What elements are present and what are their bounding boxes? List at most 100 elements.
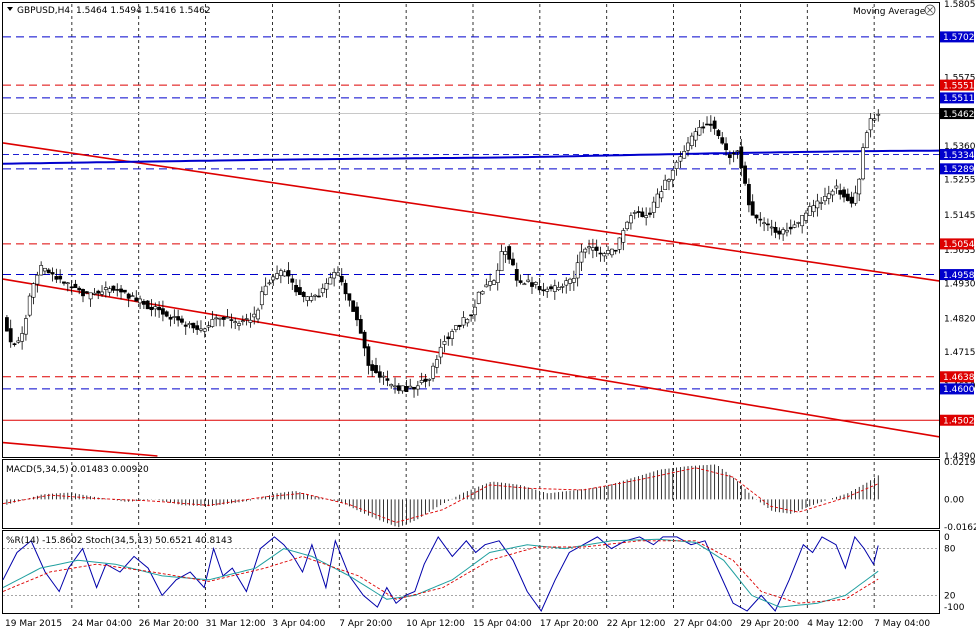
candle-body: [579, 251, 584, 263]
candle-body: [632, 212, 637, 214]
candle-body: [8, 328, 13, 343]
candle-body: [762, 222, 767, 225]
candle-body: [750, 201, 755, 216]
candle-body: [450, 331, 454, 339]
dropdown-triangle-icon[interactable]: [7, 7, 13, 11]
candle-body: [587, 246, 591, 249]
level-tag: [940, 269, 974, 281]
candle-body: [511, 258, 515, 266]
candle-body: [800, 215, 805, 227]
candle-body: [788, 226, 793, 230]
candle-body: [157, 307, 162, 311]
candle-body: [845, 193, 850, 201]
candle-body: [263, 285, 268, 295]
x-tick-label: 19 Mar 2015: [5, 619, 62, 629]
candle-body: [259, 291, 264, 306]
candle-body: [107, 288, 112, 293]
y-tick-label: 1.4820: [944, 315, 976, 325]
candle-body: [195, 325, 200, 330]
candle-body: [244, 318, 249, 320]
x-tick-label: 29 Apr 20:00: [740, 619, 799, 629]
close-x-icon: [927, 7, 933, 13]
candle-body: [648, 212, 652, 215]
candle-body: [807, 206, 812, 216]
level-tag-label: 1.5289: [943, 165, 975, 175]
candle-body: [777, 230, 782, 235]
candle-body: [526, 279, 531, 282]
y-tick-label: 1.5145: [944, 211, 976, 221]
candle-body: [781, 229, 786, 235]
level-tag: [940, 108, 974, 120]
level-tag-label: 1.4502: [943, 417, 975, 427]
candle-body: [617, 237, 622, 250]
candle-body: [50, 272, 55, 275]
candle-body: [240, 320, 245, 323]
candle-body: [256, 309, 260, 320]
candle-body: [678, 156, 683, 162]
candle-body: [278, 270, 283, 276]
candle-body: [214, 317, 219, 320]
candle-body: [495, 269, 500, 283]
candle-body: [446, 336, 451, 340]
candle-body: [560, 286, 565, 288]
candle-body: [419, 380, 424, 383]
candle-body: [54, 276, 59, 280]
moving-average-line: [2, 149, 940, 165]
candle-body: [138, 298, 142, 304]
candles: [5, 109, 881, 398]
moving-average: [2, 149, 940, 165]
candle-body: [81, 289, 85, 297]
candle-body: [819, 202, 824, 204]
candle-body: [20, 333, 25, 342]
candle-body: [282, 271, 287, 277]
candle-body: [297, 287, 302, 295]
candle-body: [453, 325, 458, 330]
oscillator-lines: [2, 535, 939, 612]
candle-body: [575, 262, 580, 279]
candle-body: [24, 318, 28, 335]
candle-body: [161, 308, 165, 315]
candle-body: [5, 317, 9, 332]
candle-body: [590, 247, 595, 251]
candle-body: [499, 251, 504, 272]
candle-body: [408, 385, 413, 389]
oscillator-title: %R(14) -15.8602 Stoch(34,5,13) 50.6521 4…: [6, 536, 232, 546]
candle-body: [492, 280, 496, 285]
y-tick-label: 1.5805: [944, 0, 976, 10]
candle-body: [746, 184, 751, 206]
candle-body: [659, 191, 664, 199]
macd-pane-frame: [2, 459, 940, 529]
candle-body: [111, 285, 116, 291]
x-tick-label: 22 Apr 12:00: [607, 619, 666, 629]
candle-body: [46, 269, 51, 274]
candle-body: [670, 169, 675, 180]
candle-body: [130, 295, 135, 298]
candle-body: [701, 126, 706, 129]
macd-y-label: 0.0219: [944, 458, 976, 468]
candle-body: [644, 215, 649, 218]
candle-body: [62, 281, 66, 284]
candle-body: [187, 323, 192, 326]
candle-body: [412, 386, 416, 390]
candle-body: [39, 265, 44, 276]
y-tick-label: 1.4930: [944, 280, 976, 290]
candle-body: [438, 346, 443, 358]
candle-body: [503, 251, 508, 255]
main-pane-frame: [2, 2, 940, 458]
candle-body: [229, 319, 234, 321]
candle-body: [815, 200, 820, 209]
candle-body: [655, 193, 660, 208]
x-tick-label: 10 Apr 12:00: [406, 619, 465, 629]
candle-body: [442, 341, 447, 345]
candle-body: [518, 280, 523, 283]
candle-body: [134, 297, 139, 302]
candle-body: [389, 384, 394, 387]
candle-body: [766, 223, 770, 226]
candle-body: [320, 287, 325, 294]
macd-y-label: -0.0162: [944, 523, 976, 533]
y-tick-label: 1.4715: [944, 348, 976, 358]
x-tick-label: 17 Apr 20:00: [540, 619, 599, 629]
candle-body: [568, 278, 572, 284]
candle-body: [621, 230, 626, 243]
